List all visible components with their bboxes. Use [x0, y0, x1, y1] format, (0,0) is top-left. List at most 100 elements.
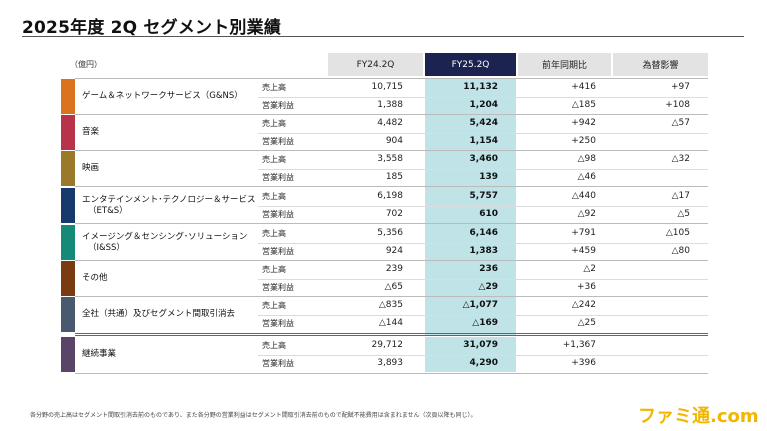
segment-name: 全社（共通）及びセグメント間取引消去 [82, 309, 236, 319]
segment-color-bar [61, 297, 75, 332]
metric-label: 売上高 [262, 341, 286, 350]
value-fy25: 1,204 [469, 99, 498, 110]
metric-label: 営業利益 [262, 100, 294, 110]
value-fy25: 139 [479, 171, 498, 182]
value-yoy: △440 [571, 191, 596, 201]
segment-divider [75, 260, 708, 261]
value-fx: +97 [671, 82, 690, 92]
value-fy24: 239 [385, 264, 403, 274]
metric-label: 売上高 [262, 155, 286, 164]
value-fy24: 3,893 [377, 357, 403, 368]
row-divider [258, 242, 708, 244]
page-title: 2025年度 2Q セグメント別業績 [22, 18, 282, 38]
segment-name: （ET&S） [88, 205, 128, 216]
metric-label: 売上高 [262, 301, 286, 310]
value-fy25: 1,154 [469, 135, 498, 146]
footnote: 各分野の売上高はセグメント間取引消去前のものであり、また各分野の営業利益はセグメ… [30, 412, 477, 419]
segment-color-bar [61, 79, 75, 114]
row-divider [258, 96, 708, 98]
value-yoy: △98 [577, 154, 596, 164]
segment-name: 映画 [82, 163, 100, 173]
value-fy24: 5,356 [377, 228, 403, 238]
value-fy25: 5,757 [469, 191, 498, 201]
value-fy25: 6,146 [469, 228, 498, 238]
header-prev: FY24.2Q [328, 53, 423, 76]
value-yoy: △25 [577, 317, 596, 328]
value-yoy: △2 [583, 264, 596, 274]
row-divider [258, 205, 708, 207]
segment-color-bar [61, 151, 75, 186]
value-fy24: 904 [385, 135, 403, 146]
value-fy24: 3,558 [377, 154, 403, 164]
value-yoy: +791 [571, 228, 596, 238]
segment-color-bar [61, 225, 75, 260]
table-bottom-border [75, 373, 708, 374]
current-column-highlight [425, 79, 516, 335]
famitsu-logo-text: ファミ通.com [638, 406, 759, 427]
value-yoy: +250 [571, 135, 596, 146]
value-yoy: △46 [577, 171, 596, 182]
value-fy24: 924 [385, 245, 403, 256]
segment-color-bar [61, 188, 75, 223]
header-fx: 為替影響 [613, 53, 708, 76]
segment-name: ゲーム＆ネットワークサービス（G&NS） [82, 91, 243, 101]
segment-divider [75, 223, 708, 224]
table-top-border [75, 78, 708, 79]
segment-name: イメージング＆センシング･ソリューション [82, 231, 248, 242]
row-divider [258, 354, 708, 356]
value-fy25: 3,460 [469, 154, 498, 164]
total-divider [75, 333, 708, 334]
value-yoy: +942 [571, 118, 596, 128]
famitsu-logo: ファミ通.com [636, 402, 761, 429]
metric-label: 売上高 [262, 265, 286, 274]
value-fy25: 610 [479, 208, 498, 219]
value-fy24: △835 [378, 300, 403, 310]
row-divider [258, 278, 708, 280]
value-fy24: △144 [378, 317, 403, 328]
metric-label: 営業利益 [262, 282, 294, 292]
unit-label: （億円） [70, 60, 102, 69]
value-fy24: 4,482 [377, 118, 403, 128]
value-fy25: 11,132 [463, 82, 498, 92]
value-yoy: +396 [571, 357, 596, 368]
segment-divider [75, 186, 708, 187]
value-fx: △105 [665, 228, 690, 238]
metric-label: 売上高 [262, 119, 286, 128]
row-divider [258, 132, 708, 134]
metric-label: 営業利益 [262, 318, 294, 328]
metric-label: 売上高 [262, 83, 286, 92]
total-divider [75, 335, 708, 336]
value-fy25: 1,383 [469, 245, 498, 256]
value-fy24: 10,715 [371, 82, 404, 92]
row-divider [258, 314, 708, 316]
segment-name: 音楽 [82, 127, 100, 137]
value-fy24: 6,198 [377, 191, 403, 201]
value-yoy: △185 [571, 99, 596, 110]
value-fy25: 4,290 [469, 357, 498, 368]
value-yoy: △92 [577, 208, 596, 219]
segment-name: その他 [82, 273, 108, 283]
value-yoy: +1,367 [562, 340, 596, 350]
metric-label: 営業利益 [262, 246, 294, 256]
value-fy25: 236 [479, 264, 498, 274]
value-fx: △5 [677, 208, 690, 219]
value-fy25: △29 [478, 281, 498, 292]
header-curr: FY25.2Q [425, 53, 516, 76]
segment-name: エンタテインメント･テクノロジー＆サービス [82, 194, 256, 205]
segment-color-bar [61, 261, 75, 296]
value-fx: +108 [665, 99, 690, 110]
value-yoy: +36 [577, 281, 596, 292]
metric-label: 営業利益 [262, 209, 294, 219]
metric-label: 営業利益 [262, 358, 294, 368]
segment-divider [75, 114, 708, 115]
metric-label: 営業利益 [262, 172, 294, 182]
row-divider [258, 168, 708, 170]
metric-label: 売上高 [262, 192, 286, 201]
value-yoy: +416 [571, 82, 596, 92]
header-yoy: 前年同期比 [518, 53, 611, 76]
segment-name: 継続事業 [82, 349, 117, 359]
value-fy25: 31,079 [463, 340, 498, 350]
value-fx: △17 [671, 191, 690, 201]
value-fy24: △65 [384, 281, 403, 292]
value-fx: △57 [671, 118, 690, 128]
